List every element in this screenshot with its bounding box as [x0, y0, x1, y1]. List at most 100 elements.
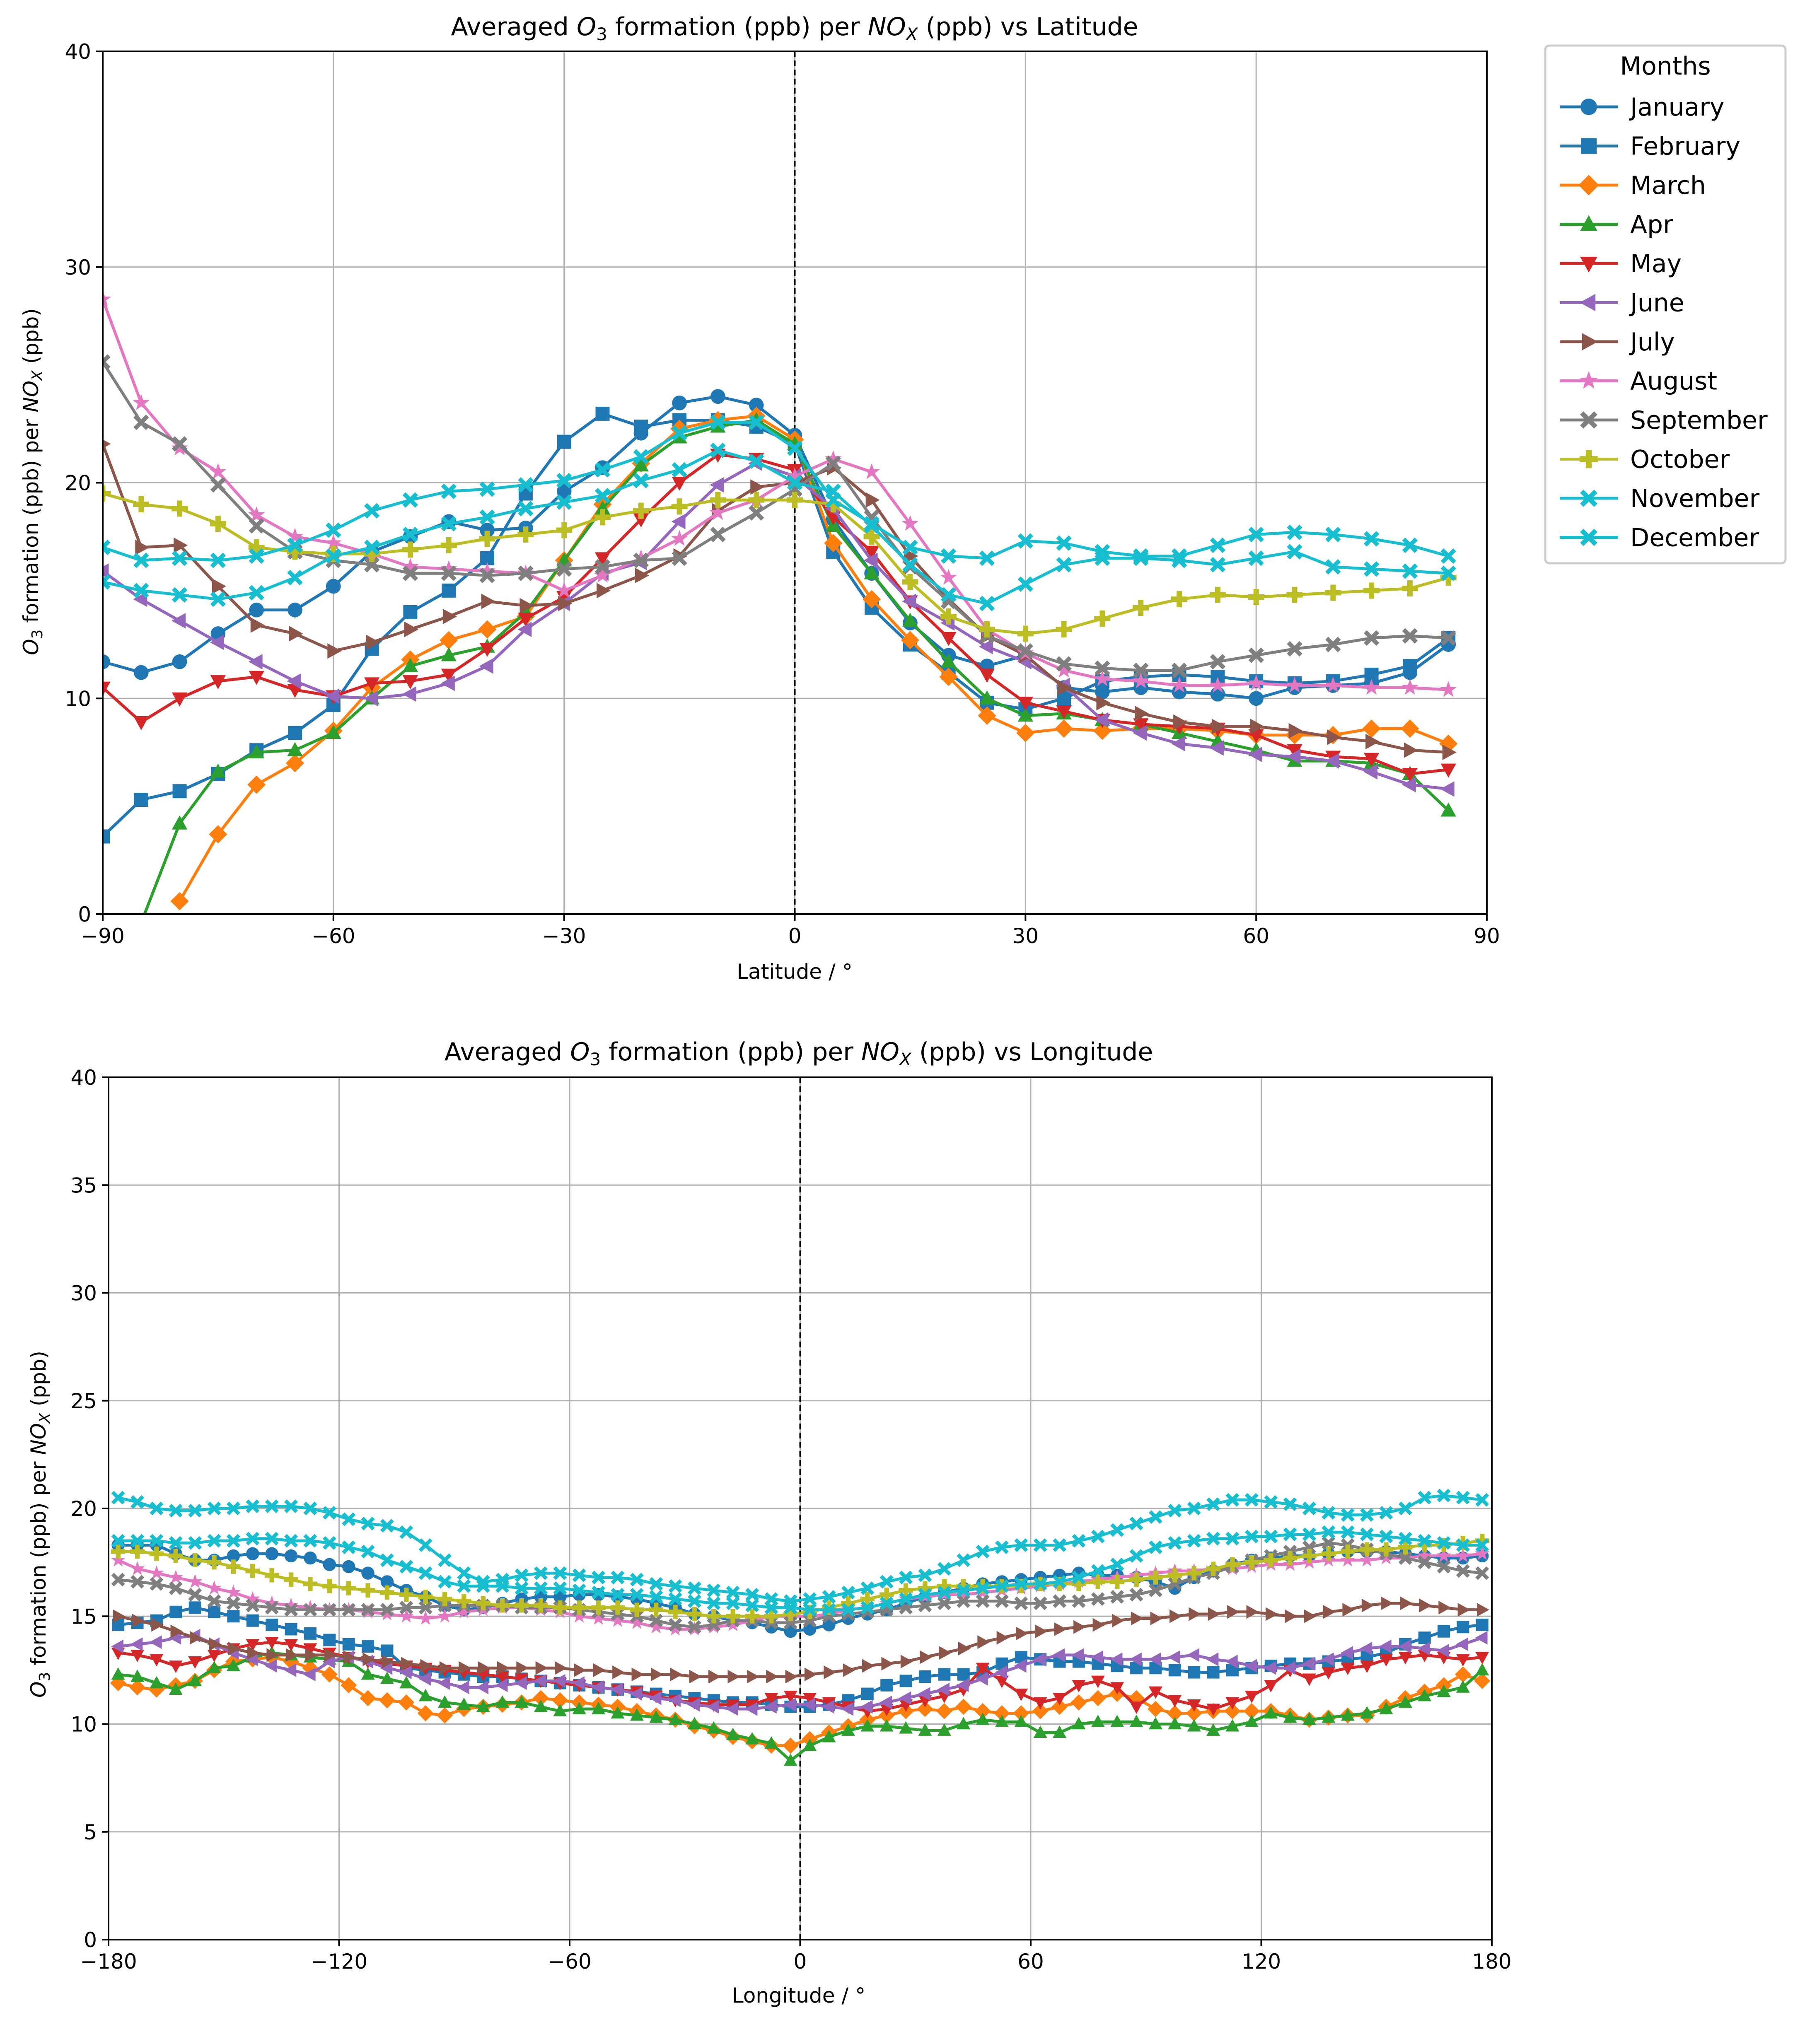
data-point [1091, 1530, 1105, 1544]
legend-item-november: November [1560, 484, 1759, 513]
data-point [402, 658, 418, 672]
data-point [364, 503, 380, 519]
data-point [726, 1596, 740, 1610]
data-point [1056, 621, 1072, 638]
data-point [399, 1676, 413, 1689]
data-point [1211, 719, 1226, 734]
data-point [556, 561, 572, 577]
data-point [304, 1551, 317, 1565]
data-point [1210, 557, 1226, 573]
data-point [1456, 1538, 1470, 1552]
data-point [1325, 753, 1339, 769]
data-point [1148, 1583, 1162, 1598]
data-point [822, 1590, 836, 1604]
data-point [1402, 768, 1418, 782]
data-point [726, 1728, 740, 1740]
data-point [418, 1590, 433, 1604]
data-point [957, 1583, 971, 1598]
data-point [1052, 1648, 1065, 1662]
data-point [172, 613, 186, 629]
data-point [630, 1573, 644, 1587]
data-point [979, 668, 995, 683]
data-point [1379, 1542, 1394, 1557]
data-point [172, 587, 188, 603]
data-point [1475, 1631, 1488, 1645]
data-point [322, 1506, 336, 1520]
data-point [594, 552, 611, 567]
data-point [497, 1661, 510, 1675]
data-point [1439, 734, 1458, 753]
legend-item-july: July [1560, 328, 1675, 357]
data-point [1398, 1540, 1413, 1554]
data-point [303, 1576, 318, 1591]
legend-label: Apr [1630, 210, 1673, 239]
data-point [130, 1650, 145, 1663]
data-point [402, 492, 418, 508]
data-point [103, 654, 110, 669]
data-point [130, 1534, 145, 1548]
data-point [495, 1695, 510, 1708]
data-point [1440, 681, 1457, 697]
data-point [725, 1609, 740, 1624]
data-point [1206, 1652, 1219, 1666]
data-point [1364, 668, 1379, 682]
data-point [457, 1579, 471, 1593]
data-point [1017, 707, 1033, 722]
data-point [899, 1592, 913, 1606]
data-point [687, 1698, 700, 1712]
data-point [1168, 1664, 1181, 1677]
data-point [687, 1581, 701, 1595]
data-point [1325, 526, 1341, 543]
data-point [1248, 589, 1264, 606]
data-point [1246, 1605, 1259, 1619]
data-point [1286, 749, 1301, 765]
data-point [977, 1635, 990, 1649]
data-point [495, 1598, 510, 1613]
data-point [1363, 678, 1380, 695]
data-point [1051, 1699, 1068, 1715]
longitude-chart-title: Averaged O3 formation (ppb) per NOX (ppb… [445, 1038, 1153, 1069]
data-point [1362, 719, 1381, 738]
legend-item-june: June [1560, 289, 1684, 318]
data-point [1173, 714, 1188, 730]
data-point [976, 1663, 990, 1675]
data-point [149, 1565, 164, 1580]
data-point [226, 1585, 241, 1599]
data-point [1419, 1598, 1432, 1612]
data-point [226, 1534, 240, 1548]
data-point [516, 1661, 529, 1675]
data-point [326, 548, 341, 564]
data-point [556, 494, 572, 510]
data-point [169, 1549, 183, 1563]
data-point [1171, 662, 1187, 678]
data-point [995, 1594, 1009, 1608]
data-point [476, 1699, 490, 1712]
data-point [918, 1687, 930, 1701]
y-tick-label: 10 [65, 687, 91, 711]
data-point [1283, 1497, 1297, 1511]
data-point [553, 1581, 567, 1595]
data-point [899, 1675, 912, 1687]
data-point [649, 1602, 663, 1617]
data-point [706, 1700, 719, 1714]
data-point [249, 744, 264, 758]
data-point [322, 1655, 335, 1669]
data-point [936, 1703, 952, 1719]
data-point [1304, 1609, 1317, 1623]
data-point [956, 1678, 969, 1692]
data-point [133, 665, 149, 680]
legend-label: September [1630, 406, 1768, 435]
data-point [287, 570, 303, 586]
data-point [1133, 718, 1149, 733]
data-point [902, 594, 916, 609]
data-point [1148, 1717, 1162, 1730]
data-point [841, 1603, 855, 1617]
data-point [902, 613, 918, 627]
data-point [783, 1691, 797, 1704]
data-point [169, 1660, 183, 1673]
data-point [1437, 1489, 1451, 1503]
data-point [860, 1592, 875, 1606]
data-point [1325, 584, 1341, 601]
data-point [1171, 591, 1188, 608]
data-point [169, 1503, 183, 1518]
